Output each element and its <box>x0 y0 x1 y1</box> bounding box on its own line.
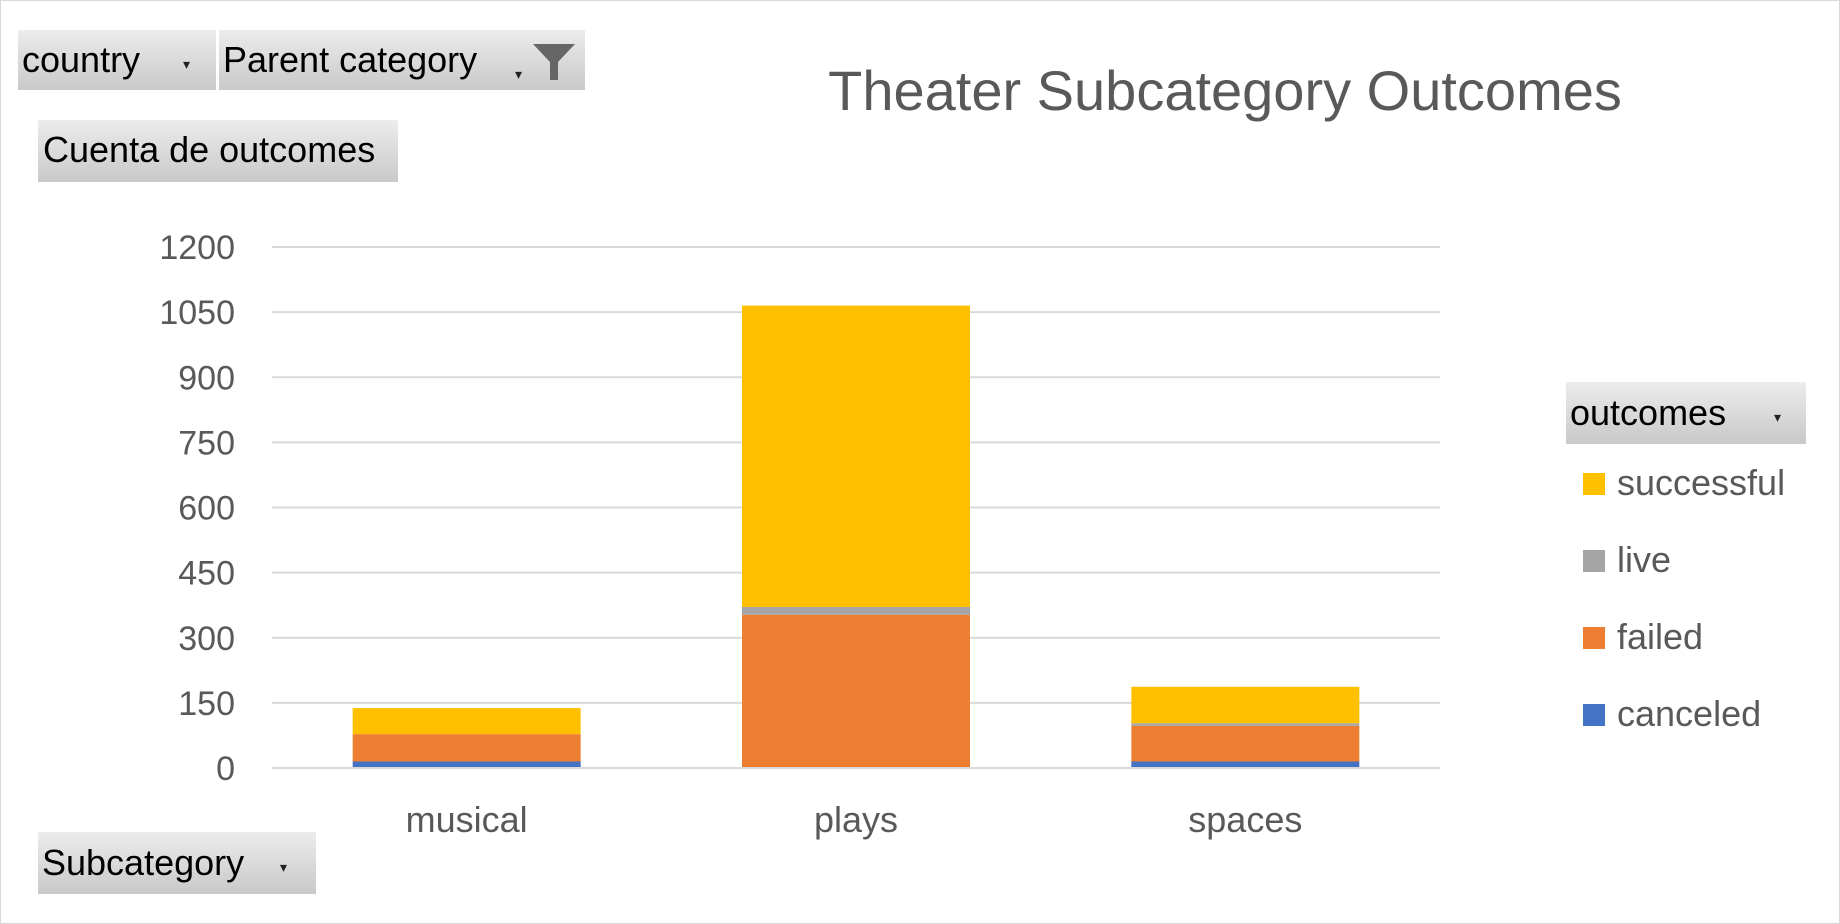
values-field-label: Cuenta de outcomes <box>43 129 376 170</box>
chevron-down-icon: ▾ <box>515 66 523 82</box>
bar-musical-failed <box>352 734 581 762</box>
parent-category-filter-label: Parent category <box>223 39 478 80</box>
bar-plays-live <box>742 606 970 615</box>
y-tick-label: 1200 <box>159 229 235 267</box>
y-tick-label: 300 <box>178 620 235 658</box>
bar-musical-successful <box>352 708 581 735</box>
legend-label: canceled <box>1617 693 1762 734</box>
chevron-down-icon: ▾ <box>183 56 191 72</box>
bar-spaces-canceled <box>1131 761 1360 768</box>
y-tick-label: 750 <box>178 424 235 462</box>
y-tick-label: 600 <box>178 490 235 528</box>
x-category-label: musical <box>406 799 528 840</box>
y-tick-label: 1050 <box>159 294 235 332</box>
y-tick-label: 900 <box>178 359 235 397</box>
chevron-down-icon: ▾ <box>280 859 288 875</box>
bar-musical-canceled <box>352 761 581 768</box>
bar-spaces-failed <box>1131 725 1360 762</box>
outcomes-legend-field-button[interactable]: outcomes ▾ <box>1566 382 1806 444</box>
country-filter-label: country <box>22 39 141 80</box>
legend-swatch <box>1583 473 1605 495</box>
x-category-label: plays <box>814 799 898 840</box>
bar-plays-failed <box>742 614 970 768</box>
subcategory-axis-label: Subcategory <box>42 842 245 883</box>
chevron-down-icon: ▾ <box>1774 409 1782 425</box>
legend-swatch <box>1583 627 1605 649</box>
legend-swatch <box>1583 550 1605 572</box>
bar-spaces-live <box>1131 723 1360 726</box>
y-tick-label: 450 <box>178 555 235 593</box>
legend-label: failed <box>1617 616 1704 657</box>
x-category-label: spaces <box>1188 799 1302 840</box>
country-filter-button[interactable]: country ▾ <box>18 30 216 90</box>
legend-label: successful <box>1617 462 1786 503</box>
y-tick-label: 0 <box>216 750 235 788</box>
bar-spaces-successful <box>1131 686 1360 724</box>
bar-plays-successful <box>742 305 970 607</box>
parent-category-filter-button[interactable]: Parent category ▾ <box>219 30 585 90</box>
legend-swatch <box>1583 704 1605 726</box>
outcomes-legend-field-label: outcomes <box>1570 392 1727 433</box>
values-field-button[interactable]: Cuenta de outcomes <box>38 120 398 182</box>
y-tick-label: 150 <box>178 685 235 723</box>
subcategory-axis-button[interactable]: Subcategory ▾ <box>38 832 316 894</box>
filter-funnel-icon <box>533 44 575 80</box>
legend-label: live <box>1617 539 1672 580</box>
